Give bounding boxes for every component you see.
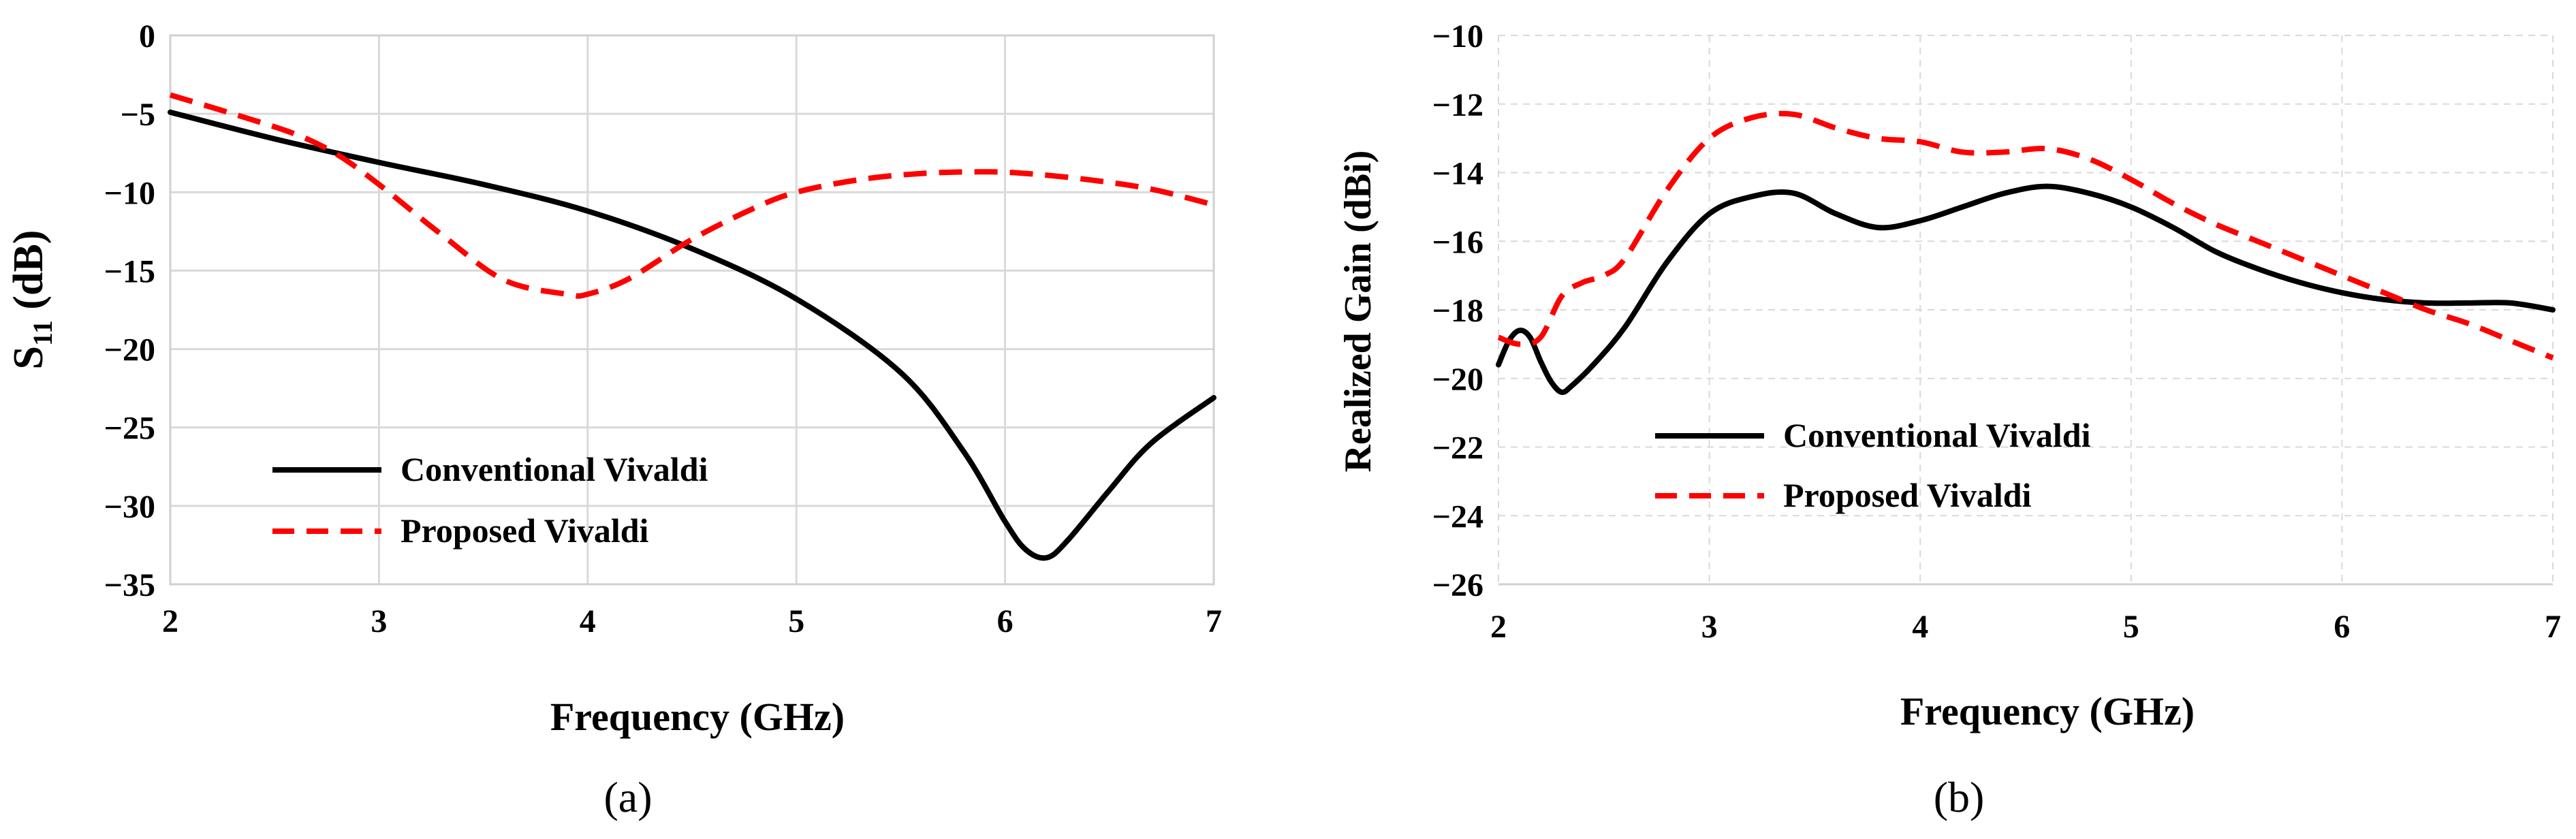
chart-b-x-axis-title: Frequency (GHz) bbox=[1900, 689, 2195, 733]
chart-a-x-tick-label: 6 bbox=[997, 603, 1014, 639]
chart-b-x-tick-label: 5 bbox=[2123, 609, 2139, 645]
chart-a-legend-label-conventional: Conventional Vivaldi bbox=[400, 450, 708, 488]
chart-b-x-tick-label: 2 bbox=[1490, 609, 1507, 645]
chart-a-y-tick-label: 0 bbox=[139, 18, 155, 54]
chart-b-legend-label-proposed: Proposed Vivaldi bbox=[1783, 476, 2032, 514]
chart-b-y-tick-label: −26 bbox=[1432, 567, 1483, 603]
chart-a-x-tick-labels: 2 3 4 5 6 7 bbox=[162, 603, 1222, 639]
chart-a-y-axis-title-sub: 11 bbox=[27, 320, 58, 346]
chart-a-y-tick-label: −10 bbox=[104, 175, 155, 211]
chart-a-x-tick-label: 3 bbox=[371, 603, 387, 639]
chart-b-x-tick-label: 7 bbox=[2545, 609, 2561, 645]
chart-a-y-tick-label: −30 bbox=[104, 489, 155, 525]
chart-a-legend-label-proposed: Proposed Vivaldi bbox=[400, 511, 649, 550]
chart-a-plot-frame bbox=[169, 34, 1215, 586]
chart-a-y-axis-title-tail: (dB) bbox=[5, 230, 52, 321]
chart-a-legend: Conventional Vivaldi Proposed Vivaldi bbox=[272, 450, 708, 550]
chart-a-y-tick-label: −25 bbox=[104, 411, 155, 447]
chart-a-gridlines bbox=[169, 34, 1215, 586]
chart-a-plot-area bbox=[168, 92, 1216, 561]
chart-b-x-tick-labels: 2 3 4 5 6 7 bbox=[1490, 609, 2561, 645]
chart-a-x-axis-title: Frequency (GHz) bbox=[550, 695, 845, 739]
chart-a-x-tick-label: 5 bbox=[788, 603, 804, 639]
chart-a-x-tick-label: 2 bbox=[162, 603, 178, 639]
chart-a-y-tick-labels: 0 −5 −10 −15 −20 −25 −30 −35 bbox=[104, 18, 155, 603]
chart-b: −10 −12 −14 −16 −18 −20 −22 −24 −26 2 3 4 5 6 7 Reali… bbox=[1337, 18, 2561, 821]
chart-b-series-conventional-line bbox=[1496, 183, 2556, 395]
chart-b-panel-label: (b) bbox=[1934, 773, 1985, 821]
chart-b-y-tick-label: −10 bbox=[1432, 18, 1483, 54]
chart-a-y-axis-title-main: S bbox=[5, 346, 52, 369]
chart-b-y-tick-label: −14 bbox=[1432, 156, 1483, 192]
chart-a-series-conventional-line bbox=[168, 109, 1216, 561]
chart-a-panel-label: (a) bbox=[603, 773, 652, 821]
chart-b-y-tick-label: −22 bbox=[1432, 430, 1483, 466]
chart-b-y-axis-title: Realized Gain (dBi) bbox=[1337, 151, 1379, 473]
chart-b-gridlines bbox=[1498, 35, 2554, 586]
chart-b-y-tick-label: −16 bbox=[1432, 224, 1483, 260]
chart-a-x-tick-label: 4 bbox=[580, 603, 596, 639]
chart-b-legend-label-conventional: Conventional Vivaldi bbox=[1783, 416, 2091, 454]
chart-a: 0 −5 −10 −15 −20 −25 −30 −35 2 3 4 5 6 7 S11 (dB) Fr… bbox=[5, 18, 1222, 821]
chart-b-legend: Conventional Vivaldi Proposed Vivaldi bbox=[1655, 416, 2091, 514]
chart-a-series-proposed-line bbox=[169, 92, 1214, 299]
chart-b-x-tick-label: 4 bbox=[1912, 609, 1928, 645]
chart-b-x-tick-label: 6 bbox=[2334, 609, 2350, 645]
chart-a-y-tick-label: −20 bbox=[104, 332, 155, 368]
chart-a-y-tick-label: −35 bbox=[104, 567, 155, 603]
chart-a-y-tick-label: −15 bbox=[104, 253, 155, 289]
chart-b-series-proposed-line bbox=[1497, 110, 2554, 361]
chart-b-y-tick-label: −18 bbox=[1432, 293, 1483, 329]
chart-b-y-tick-label: −20 bbox=[1432, 362, 1483, 398]
chart-a-y-tick-label: −5 bbox=[121, 97, 155, 133]
chart-b-plot-area bbox=[1496, 110, 2556, 395]
chart-b-y-tick-label: −24 bbox=[1432, 498, 1483, 535]
chart-b-x-tick-label: 3 bbox=[1701, 609, 1718, 645]
chart-b-y-tick-labels: −10 −12 −14 −16 −18 −20 −22 −24 −26 bbox=[1432, 18, 1483, 603]
chart-a-y-axis-title: S11 (dB) bbox=[5, 230, 58, 370]
chart-b-y-tick-label: −12 bbox=[1432, 87, 1483, 123]
chart-a-x-tick-label: 7 bbox=[1206, 603, 1222, 639]
